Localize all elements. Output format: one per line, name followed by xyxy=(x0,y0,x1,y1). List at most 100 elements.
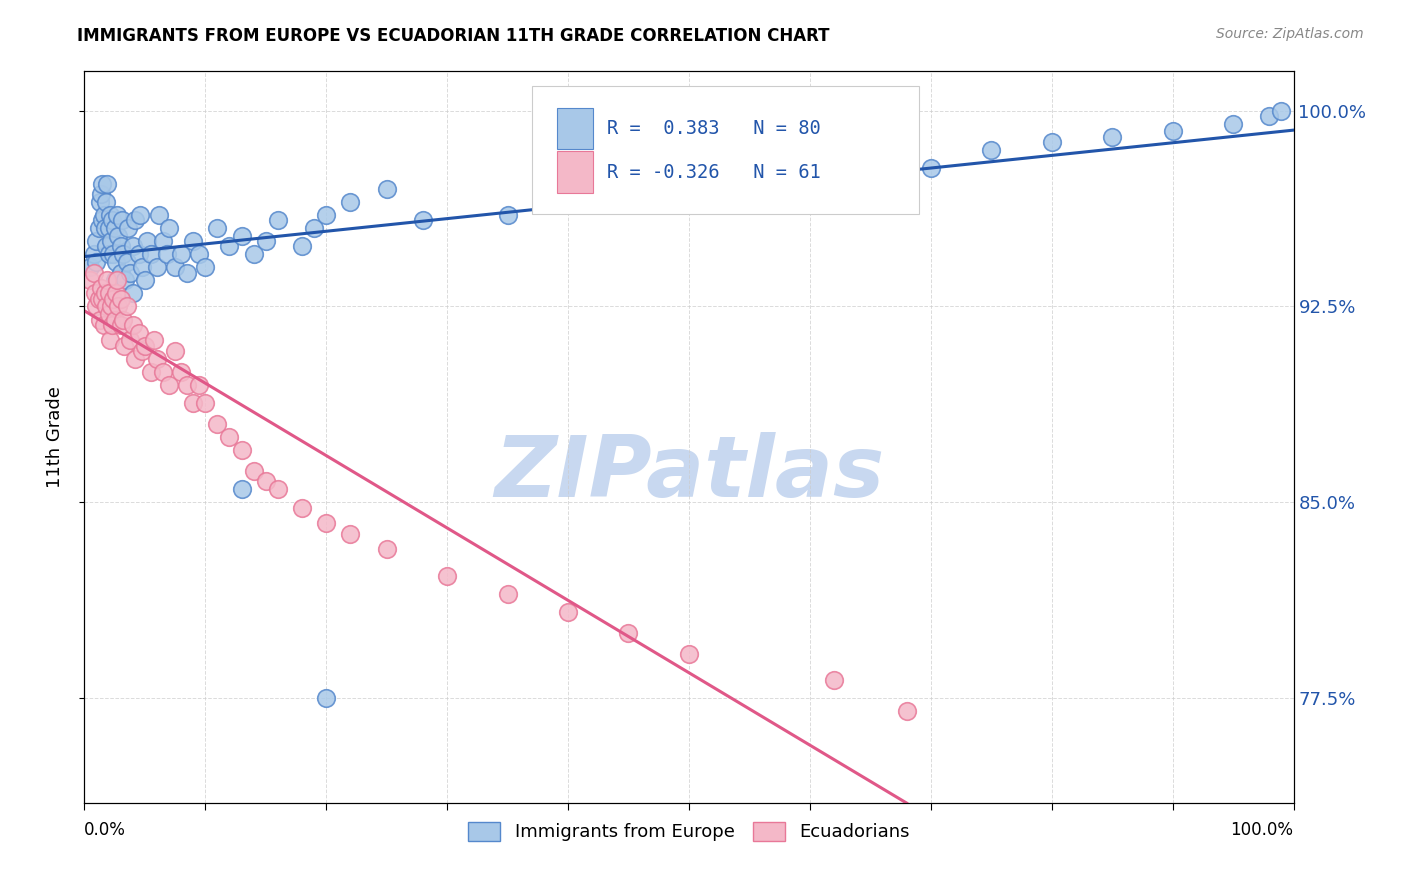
Point xyxy=(165,343,187,358)
Point xyxy=(94,300,117,314)
Point xyxy=(91,213,114,227)
Text: Source: ZipAtlas.com: Source: ZipAtlas.com xyxy=(1216,27,1364,41)
Point xyxy=(152,234,174,248)
Point xyxy=(254,475,277,489)
Point xyxy=(155,247,177,261)
Point xyxy=(94,239,117,253)
Point xyxy=(315,691,337,706)
Text: 0.0%: 0.0% xyxy=(84,821,127,839)
FancyBboxPatch shape xyxy=(557,108,593,149)
Point xyxy=(231,443,253,458)
Point xyxy=(90,281,112,295)
Point xyxy=(136,234,159,248)
Point xyxy=(110,266,132,280)
Point xyxy=(267,213,290,227)
Point xyxy=(375,542,398,557)
Point xyxy=(93,318,115,332)
Point xyxy=(980,143,1002,157)
Point xyxy=(90,187,112,202)
Point xyxy=(111,213,134,227)
Point xyxy=(91,177,114,191)
Point xyxy=(83,266,105,280)
Point xyxy=(115,300,138,314)
Point xyxy=(176,266,198,280)
Point xyxy=(107,229,129,244)
Point xyxy=(557,194,579,209)
Text: R =  0.383   N = 80: R = 0.383 N = 80 xyxy=(607,119,821,138)
Point xyxy=(1222,117,1244,131)
Point xyxy=(188,247,211,261)
Point xyxy=(375,182,398,196)
Point xyxy=(100,300,122,314)
Point xyxy=(112,339,135,353)
Point xyxy=(412,213,434,227)
Point xyxy=(1270,103,1292,118)
Point xyxy=(104,221,127,235)
Point xyxy=(105,273,128,287)
FancyBboxPatch shape xyxy=(531,86,918,214)
Point xyxy=(101,318,124,332)
Point xyxy=(146,260,169,275)
Point xyxy=(83,247,105,261)
Point xyxy=(134,273,156,287)
Point xyxy=(157,377,180,392)
Point xyxy=(79,273,101,287)
Point xyxy=(97,307,120,321)
Point xyxy=(181,234,204,248)
Point xyxy=(91,292,114,306)
Point xyxy=(115,255,138,269)
Point xyxy=(87,221,110,235)
Point xyxy=(104,273,127,287)
Point xyxy=(254,234,277,248)
Point xyxy=(86,255,108,269)
FancyBboxPatch shape xyxy=(557,152,593,194)
Point xyxy=(920,161,942,175)
Point xyxy=(124,351,146,366)
Point xyxy=(86,300,108,314)
Point xyxy=(170,247,193,261)
Point xyxy=(110,239,132,253)
Point xyxy=(103,292,125,306)
Point xyxy=(181,396,204,410)
Point xyxy=(110,318,132,332)
Point xyxy=(87,292,110,306)
Point xyxy=(207,417,229,431)
Point xyxy=(799,169,821,183)
Point xyxy=(231,483,253,497)
Point xyxy=(89,312,111,326)
Point xyxy=(231,229,253,244)
Point xyxy=(218,239,240,253)
Point xyxy=(124,213,146,227)
Point xyxy=(557,605,579,619)
Point xyxy=(100,234,122,248)
Point xyxy=(291,500,314,515)
Point xyxy=(98,334,121,348)
Point xyxy=(89,194,111,209)
Point xyxy=(112,312,135,326)
Point xyxy=(436,568,458,582)
Point xyxy=(104,312,127,326)
Point xyxy=(97,221,120,235)
Point xyxy=(131,260,153,275)
Point xyxy=(105,208,128,222)
Point xyxy=(859,155,882,169)
Point xyxy=(104,255,127,269)
Point xyxy=(121,286,143,301)
Point xyxy=(896,705,918,719)
Point xyxy=(496,208,519,222)
Point xyxy=(617,626,640,640)
Point xyxy=(143,334,166,348)
Point xyxy=(86,234,108,248)
Point xyxy=(315,516,337,531)
Point xyxy=(194,260,217,275)
Point xyxy=(291,239,314,253)
Point xyxy=(242,247,264,261)
Point xyxy=(188,377,211,392)
Point xyxy=(96,273,118,287)
Point xyxy=(267,483,290,497)
Point xyxy=(302,221,325,235)
Point xyxy=(93,208,115,222)
Point xyxy=(139,247,162,261)
Point xyxy=(678,647,700,661)
Point xyxy=(117,221,139,235)
